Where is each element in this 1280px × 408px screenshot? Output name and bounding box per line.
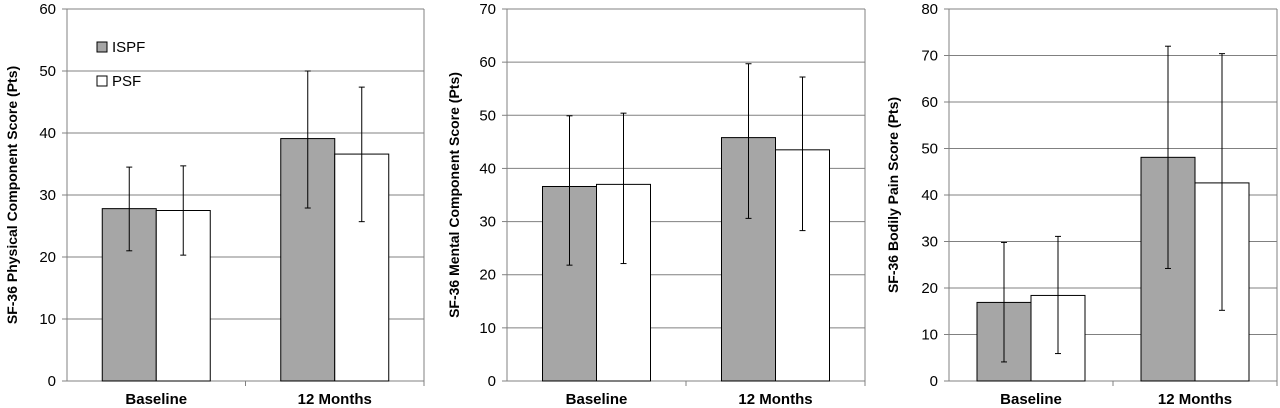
y-axis-title: SF-36 Physical Component Score (Pts) [4,66,20,324]
y-tick-label: 0 [930,373,938,390]
legend: ISPF PSF [96,39,145,90]
legend-swatch-psf [96,75,108,87]
y-tick-label: 50 [39,63,56,80]
y-tick-label: 50 [479,107,496,124]
y-tick-label: 60 [39,1,56,18]
y-tick-label: 30 [39,187,56,204]
y-tick-label: 40 [39,125,56,142]
legend-label: ISPF [112,39,145,56]
x-category-label: 12 Months [298,391,372,408]
y-tick-label: 50 [921,141,938,158]
chart-3: 0 10 20 30 40 50 60 70 80 Baseline 12 Months SF-36 … [885,1,1278,408]
y-axis-title: SF-36 Bodily Pain Score (Pts) [885,97,901,293]
y-tick-label: 40 [479,160,496,177]
legend-label: PSF [112,73,141,90]
legend-swatch-ispf [96,41,108,53]
y-tick-label: 60 [921,94,938,111]
y-tick-label: 70 [921,48,938,65]
y-tick-label: 30 [921,234,938,251]
y-tick-label: 20 [39,249,56,266]
y-tick-label: 0 [488,373,496,390]
x-category-label: Baseline [125,391,187,408]
x-category-label: 12 Months [738,391,812,408]
y-tick-label: 20 [921,280,938,297]
y-tick-label: 10 [479,320,496,337]
y-axis-title: SF-36 Mental Component Score (Pts) [446,72,462,318]
y-tick-label: 80 [921,1,938,18]
x-category-label: Baseline [566,391,628,408]
y-tick-label: 10 [39,311,56,328]
y-tick-label: 20 [479,267,496,284]
y-tick-label: 70 [479,1,496,18]
y-tick-label: 30 [479,214,496,231]
y-tick-label: 40 [921,187,938,204]
y-tick-label: 0 [48,373,56,390]
y-tick-label: 60 [479,54,496,71]
x-category-label: 12 Months [1158,391,1232,408]
chart-1: 0 10 20 30 40 50 60 Baseline 12 Months SF-36 Phys… [4,1,425,408]
y-tick-label: 10 [921,327,938,344]
chart-2: 0 10 20 30 40 50 60 70 Baseline 12 Months SF-36 Me… [446,1,866,408]
x-category-label: Baseline [1000,391,1062,408]
